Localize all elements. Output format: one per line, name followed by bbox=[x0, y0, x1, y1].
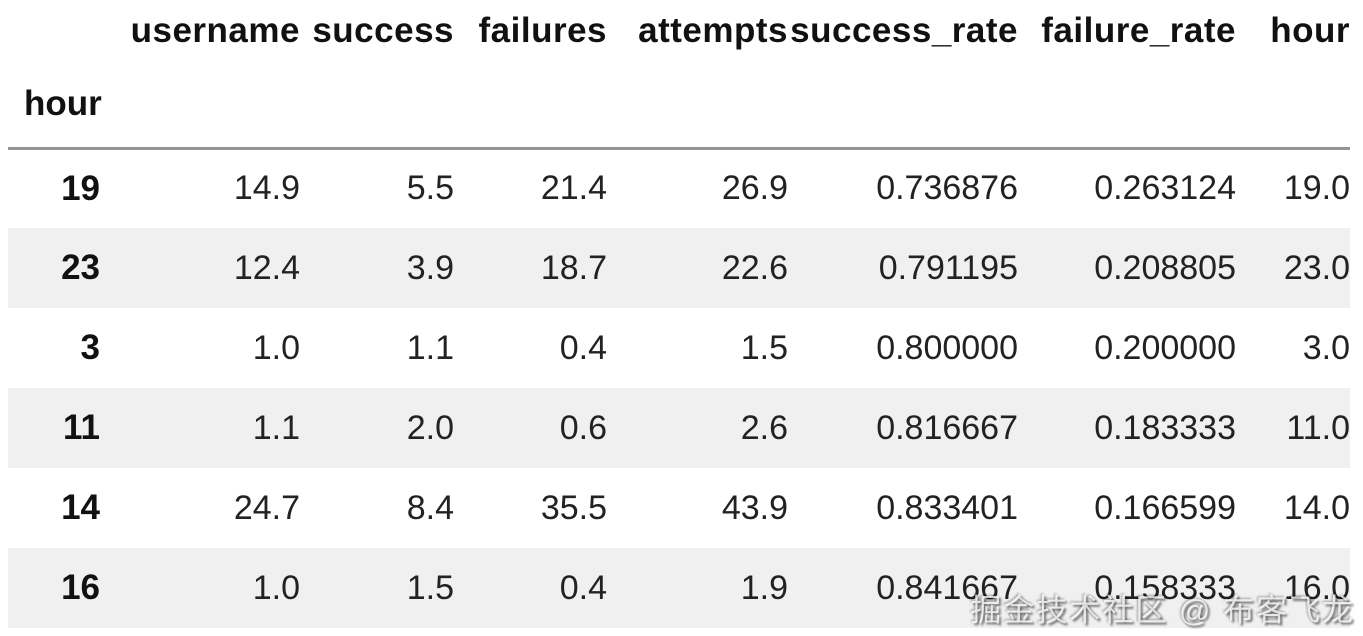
column-header-success-rate: success_rate bbox=[790, 11, 1018, 50]
row-index: 19 bbox=[61, 168, 100, 208]
cell-failures: 0.4 bbox=[559, 568, 607, 607]
cell-failure-rate: 0.183333 bbox=[1094, 408, 1236, 447]
cell-attempts: 43.9 bbox=[721, 488, 788, 527]
row-index: 16 bbox=[61, 568, 100, 607]
cell-failures: 35.5 bbox=[540, 488, 607, 527]
cell-failures: 0.6 bbox=[559, 408, 607, 447]
index-header-spacer bbox=[8, 0, 108, 62]
cell-attempts: 26.9 bbox=[721, 169, 788, 208]
cell-failure-rate: 0.166599 bbox=[1094, 488, 1236, 527]
column-header-failure-rate: failure_rate bbox=[1041, 11, 1236, 50]
cell-success: 8.4 bbox=[406, 488, 454, 527]
cell-attempts: 2.6 bbox=[740, 408, 788, 447]
column-header-username: username bbox=[130, 11, 300, 50]
cell-success-rate: 0.816667 bbox=[876, 408, 1018, 447]
cell-success: 2.0 bbox=[406, 408, 454, 447]
dataframe-table: username success failures attempts succe… bbox=[8, 0, 1350, 628]
cell-username: 1.0 bbox=[252, 568, 300, 607]
cell-success: 1.5 bbox=[406, 568, 454, 607]
cell-username: 1.0 bbox=[252, 328, 300, 367]
cell-failures: 0.4 bbox=[559, 328, 607, 367]
cell-failure-rate: 0.263124 bbox=[1094, 169, 1236, 208]
table-body: 19 14.9 5.5 21.4 26.9 0.736876 0.263124 … bbox=[8, 148, 1350, 628]
cell-hour: 19.0 bbox=[1283, 169, 1350, 208]
cell-success: 3.9 bbox=[406, 248, 454, 287]
cell-hour: 14.0 bbox=[1283, 488, 1350, 527]
cell-hour: 16.0 bbox=[1283, 568, 1350, 607]
index-name-row: hour bbox=[8, 62, 1350, 148]
row-index: 14 bbox=[61, 488, 100, 527]
cell-attempts: 1.5 bbox=[740, 328, 788, 367]
table-row: 16 1.0 1.5 0.4 1.9 0.841667 0.158333 16.… bbox=[8, 548, 1350, 628]
row-index: 23 bbox=[61, 248, 100, 287]
cell-success-rate: 0.833401 bbox=[876, 488, 1018, 527]
table-row: 14 24.7 8.4 35.5 43.9 0.833401 0.166599 … bbox=[8, 468, 1350, 548]
cell-username: 14.9 bbox=[233, 169, 300, 208]
cell-username: 24.7 bbox=[233, 488, 300, 527]
cell-failures: 18.7 bbox=[540, 248, 607, 287]
column-header-attempts: attempts bbox=[638, 11, 788, 50]
cell-failure-rate: 0.200000 bbox=[1094, 328, 1236, 367]
cell-failures: 21.4 bbox=[540, 169, 607, 208]
cell-success-rate: 0.791195 bbox=[878, 248, 1018, 287]
cell-success-rate: 0.736876 bbox=[876, 169, 1018, 208]
cell-success-rate: 0.800000 bbox=[876, 328, 1018, 367]
cell-failure-rate: 0.158333 bbox=[1094, 568, 1236, 607]
row-index: 3 bbox=[80, 328, 100, 367]
cell-hour: 23.0 bbox=[1283, 248, 1350, 287]
cell-hour: 3.0 bbox=[1302, 328, 1350, 367]
index-name-label: hour bbox=[24, 84, 102, 124]
cell-username: 12.4 bbox=[233, 248, 300, 287]
column-header-row: username success failures attempts succe… bbox=[8, 0, 1350, 62]
table-row: 11 1.1 2.0 0.6 2.6 0.816667 0.183333 11.… bbox=[8, 388, 1350, 468]
cell-attempts: 1.9 bbox=[740, 568, 788, 607]
row-index: 11 bbox=[63, 408, 100, 447]
cell-hour: 11.0 bbox=[1286, 408, 1350, 447]
cell-username: 1.1 bbox=[252, 408, 300, 447]
column-header-hour: hour bbox=[1270, 11, 1350, 50]
column-header-failures: failures bbox=[478, 11, 607, 50]
table-row: 3 1.0 1.1 0.4 1.5 0.800000 0.200000 3.0 bbox=[8, 308, 1350, 388]
cell-success: 1.1 bbox=[406, 328, 454, 367]
table-row: 19 14.9 5.5 21.4 26.9 0.736876 0.263124 … bbox=[8, 148, 1350, 228]
column-header-success: success bbox=[312, 11, 454, 50]
cell-attempts: 22.6 bbox=[721, 248, 788, 287]
table-row: 23 12.4 3.9 18.7 22.6 0.791195 0.208805 … bbox=[8, 228, 1350, 308]
cell-success: 5.5 bbox=[406, 169, 454, 208]
table-header: username success failures attempts succe… bbox=[8, 0, 1350, 148]
cell-failure-rate: 0.208805 bbox=[1094, 248, 1236, 287]
cell-success-rate: 0.841667 bbox=[876, 568, 1018, 607]
